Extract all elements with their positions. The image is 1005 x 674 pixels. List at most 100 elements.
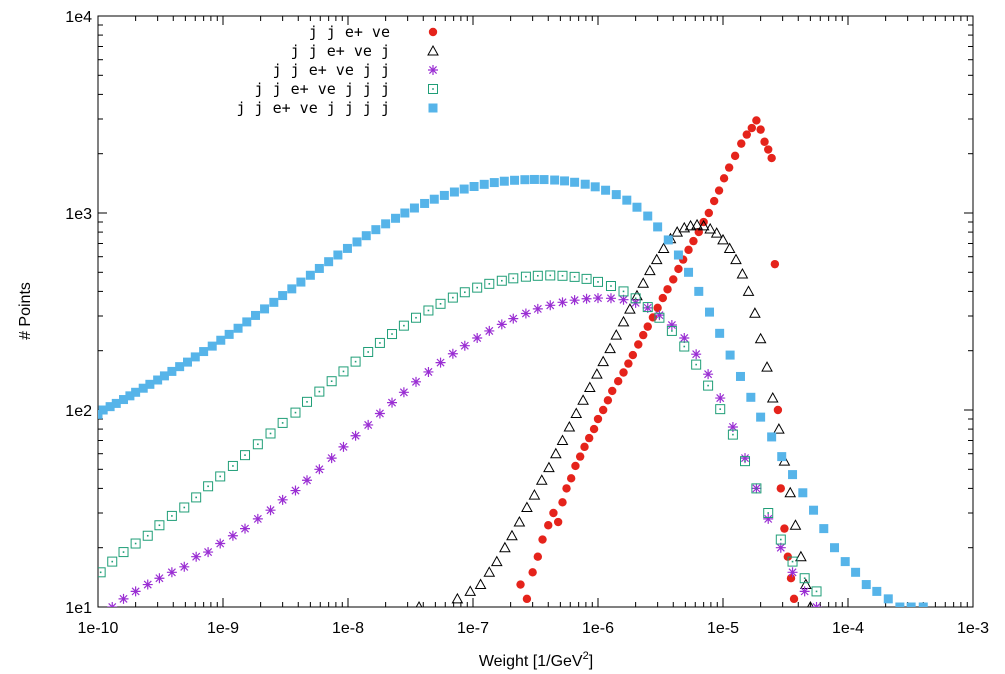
- data-point: [111, 398, 121, 408]
- x-tick-label: 1e-9: [207, 620, 239, 637]
- data-point: [618, 294, 629, 305]
- data-point: [736, 268, 749, 279]
- data-point: [643, 211, 653, 221]
- data-point: [569, 295, 580, 306]
- data-point: [764, 145, 773, 154]
- data-point: [562, 484, 571, 493]
- data-point: [459, 287, 470, 298]
- data-point: [506, 529, 518, 541]
- x-tick-label: 1e-6: [582, 620, 614, 637]
- data-point: [601, 185, 611, 195]
- data-point: [118, 593, 129, 604]
- data-point: [215, 538, 226, 549]
- data-point: [409, 203, 419, 213]
- axis-ticks: [97, 15, 974, 608]
- data-point: [593, 414, 603, 424]
- data-point: [98, 567, 106, 578]
- data-point: [265, 505, 276, 516]
- data-point: [773, 423, 785, 434]
- data-point: [770, 259, 780, 269]
- data-point: [788, 470, 798, 480]
- data-point: [532, 270, 543, 281]
- data-point: [784, 486, 797, 498]
- y-tick-label: 1e3: [65, 206, 92, 223]
- data-point: [314, 464, 325, 475]
- data-point: [730, 253, 742, 265]
- x-tick-label: 1e-3: [957, 620, 989, 637]
- data-point: [717, 233, 729, 245]
- x-tick-label: 1e-5: [707, 620, 739, 637]
- data-point: [605, 293, 616, 304]
- data-point: [709, 196, 719, 206]
- data-point: [639, 330, 648, 340]
- data-point: [666, 320, 677, 331]
- data-point: [510, 175, 520, 185]
- data-point: [684, 245, 693, 255]
- data-point: [290, 407, 301, 418]
- data-point: [338, 441, 349, 452]
- data-point: [544, 521, 553, 530]
- data-point: [516, 580, 525, 589]
- data-point: [484, 325, 495, 336]
- y-tick-label: 1e2: [65, 403, 92, 420]
- data-point: [533, 552, 543, 561]
- data-point: [269, 297, 279, 307]
- data-point: [435, 298, 446, 309]
- data-point: [580, 179, 590, 189]
- data-point: [590, 182, 600, 192]
- data-point: [760, 137, 769, 146]
- data-point: [302, 475, 313, 486]
- data-point: [224, 329, 234, 339]
- data-point: [669, 275, 678, 284]
- data-point: [906, 602, 916, 607]
- data-point: [251, 310, 261, 320]
- axis-tick-labels: 1e-10 1e-9 1e-8 1e-7 1e-6 1e-5 1e-4 1e-3 1e1 1e2 1…: [65, 9, 989, 637]
- data-point: [799, 573, 810, 584]
- data-point: [447, 292, 458, 303]
- data-point: [674, 264, 683, 274]
- data-point: [199, 347, 209, 357]
- data-point: [240, 523, 251, 534]
- data-point: [435, 357, 446, 368]
- data-point: [118, 547, 129, 558]
- data-point: [107, 556, 118, 567]
- data-point: [742, 130, 751, 139]
- data-point: [883, 594, 893, 604]
- x-tick-label: 1e-7: [457, 620, 489, 637]
- data-point: [763, 513, 774, 524]
- data-point: [723, 242, 736, 254]
- data-point: [411, 376, 422, 387]
- data-point: [138, 383, 148, 393]
- data-point: [740, 456, 751, 467]
- data-point: [658, 293, 668, 303]
- data-point: [642, 302, 653, 313]
- data-point: [191, 492, 202, 503]
- data-point: [628, 350, 638, 360]
- data-point: [314, 263, 324, 273]
- data-point: [483, 566, 496, 577]
- data-point: [550, 175, 560, 185]
- data-point: [775, 542, 786, 553]
- data-point: [630, 293, 641, 304]
- legend-label: j j e+ ve: [309, 23, 390, 41]
- data-point: [735, 371, 745, 381]
- data-point: [350, 430, 361, 441]
- data-point: [786, 574, 796, 583]
- data-point: [352, 237, 362, 247]
- y-axis-label: # Points: [17, 282, 34, 340]
- data-point: [415, 600, 423, 607]
- data-point: [130, 586, 141, 597]
- data-point: [577, 394, 589, 405]
- data-point: [528, 489, 541, 500]
- data-point: [575, 452, 585, 461]
- data-point: [775, 534, 786, 545]
- data-point: [756, 412, 766, 422]
- data-point: [648, 313, 658, 322]
- data-point: [387, 397, 398, 408]
- series-5: [98, 174, 928, 607]
- data-point: [522, 594, 532, 604]
- data-point: [598, 405, 608, 415]
- data-point: [624, 359, 633, 368]
- legend-marker: [427, 44, 439, 56]
- data-point: [689, 236, 698, 246]
